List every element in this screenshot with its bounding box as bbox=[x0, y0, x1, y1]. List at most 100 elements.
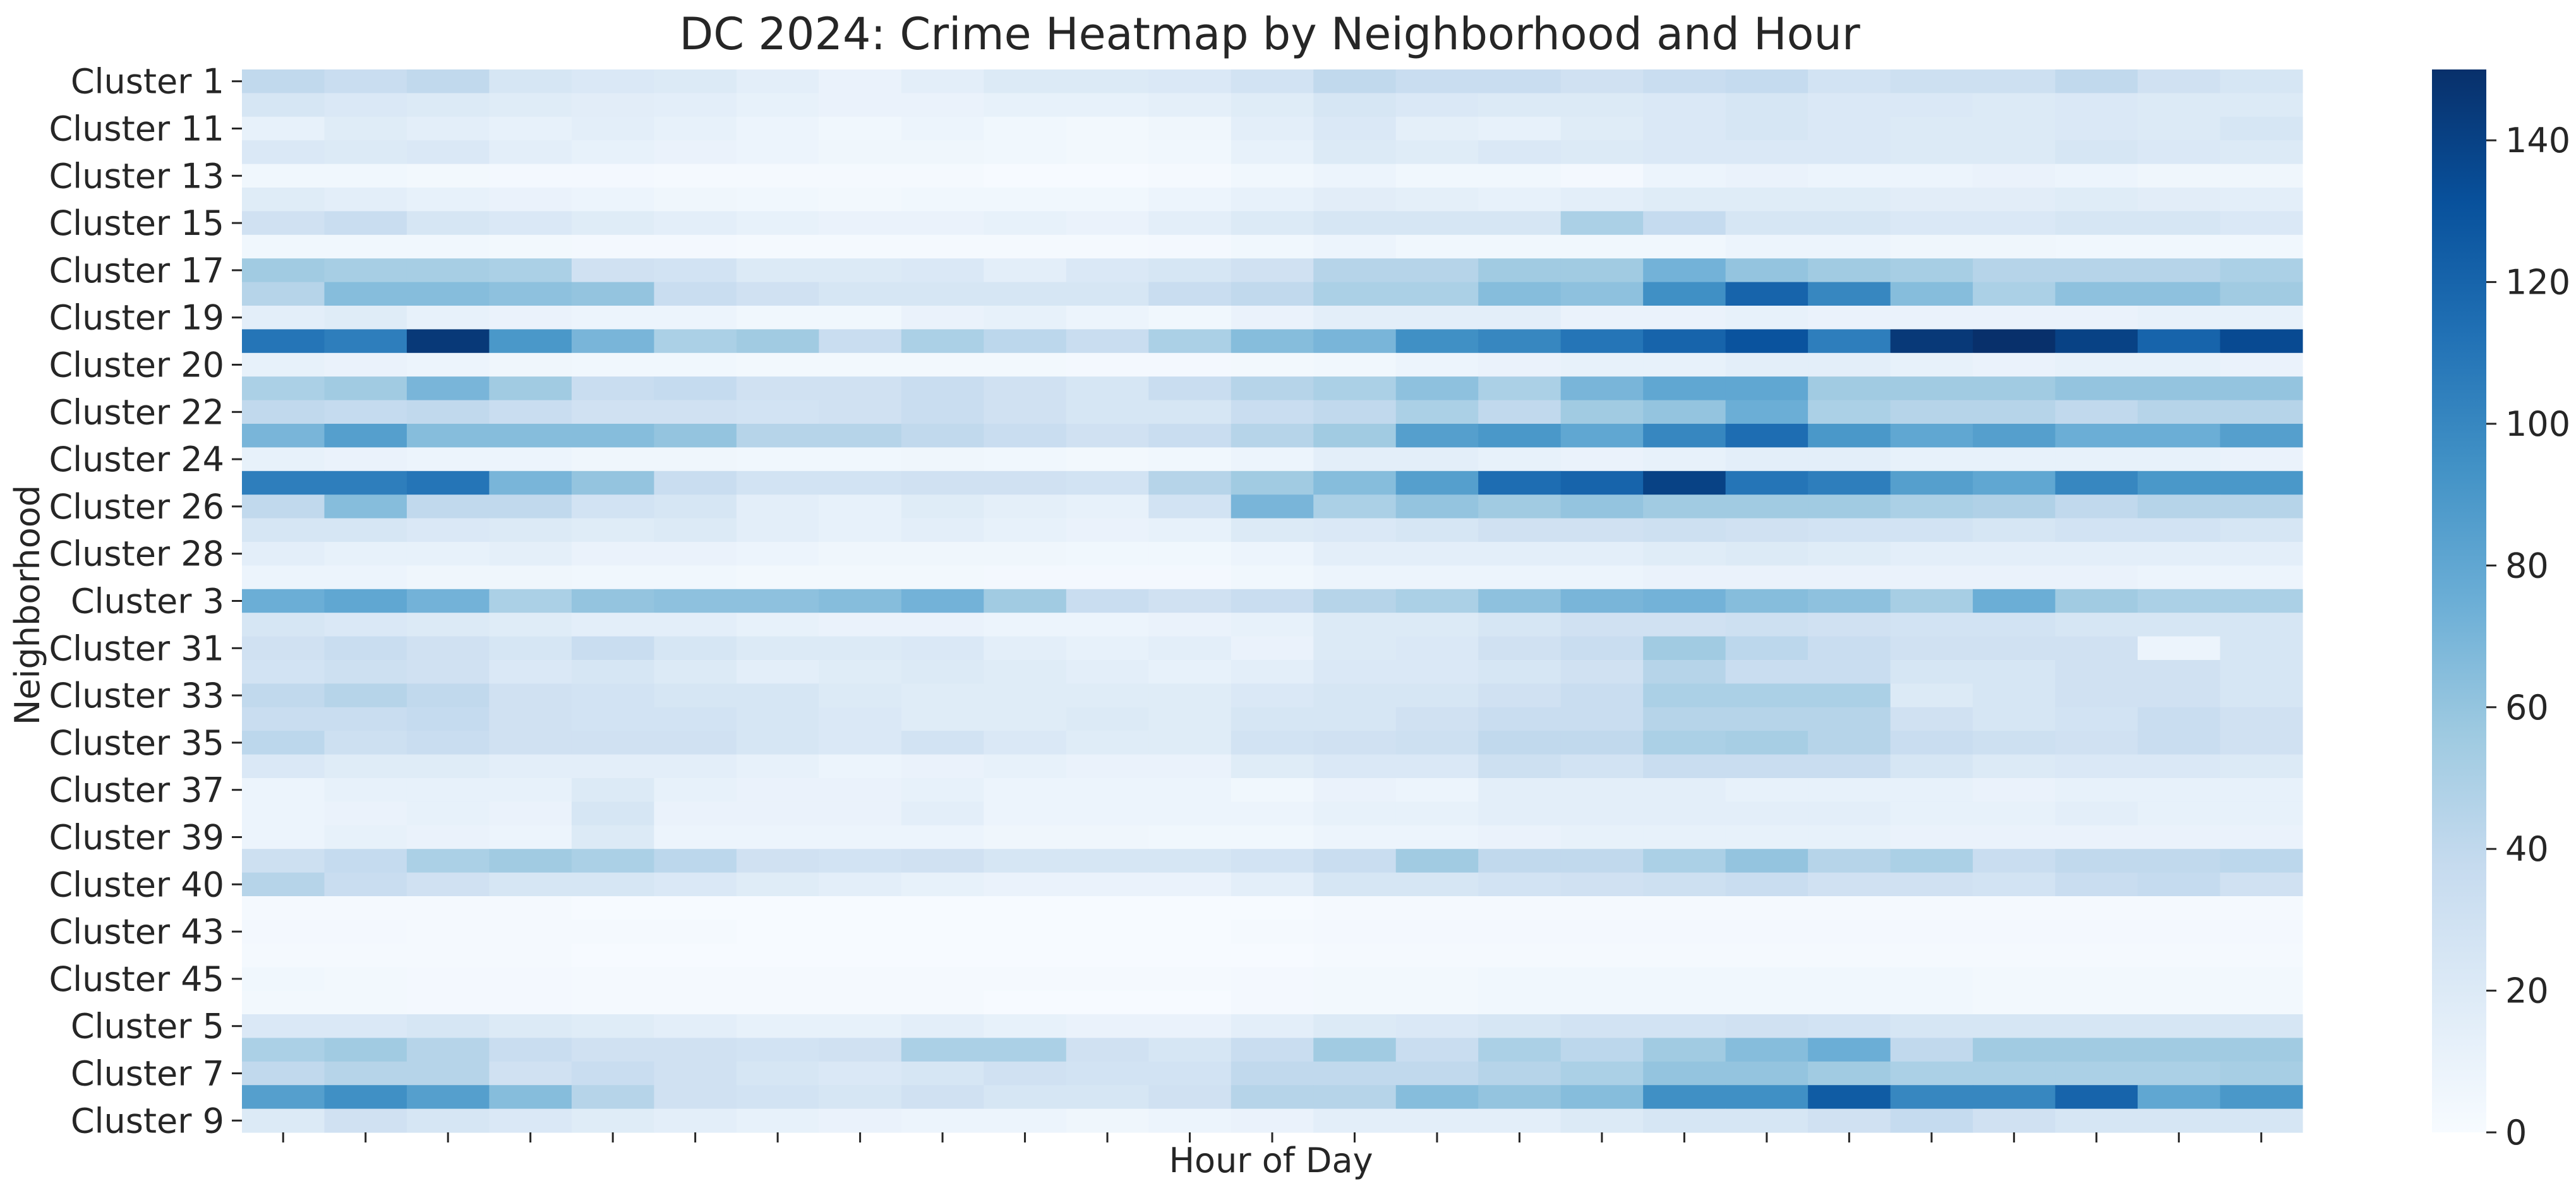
heatmap-cell bbox=[2138, 495, 2221, 519]
heatmap-cell bbox=[2220, 849, 2303, 873]
heatmap-cell bbox=[1313, 400, 1397, 424]
heatmap-cell bbox=[1725, 352, 1809, 377]
heatmap-cell bbox=[324, 140, 407, 165]
heatmap-cell bbox=[1066, 589, 1149, 613]
heatmap-cell bbox=[819, 825, 902, 849]
heatmap-cell bbox=[1231, 967, 1314, 992]
heatmap-cell bbox=[242, 116, 325, 141]
heatmap-cell bbox=[819, 613, 902, 637]
heatmap-cell bbox=[984, 140, 1067, 165]
heatmap-cell bbox=[1560, 613, 1644, 637]
heatmap-cell bbox=[1725, 613, 1809, 637]
heatmap-cell bbox=[324, 518, 407, 543]
heatmap-cell bbox=[1148, 754, 1232, 779]
heatmap-cell bbox=[1478, 707, 1562, 731]
heatmap-cell bbox=[1313, 352, 1397, 377]
heatmap-cell bbox=[1890, 1014, 1973, 1038]
heatmap-cell bbox=[1890, 211, 1973, 236]
heatmap-cell bbox=[324, 990, 407, 1015]
heatmap-cell bbox=[1313, 990, 1397, 1015]
heatmap-cell bbox=[1066, 565, 1149, 590]
heatmap-cell bbox=[1808, 400, 1891, 424]
heatmap-cell bbox=[324, 282, 407, 306]
heatmap-cell bbox=[2055, 589, 2138, 613]
heatmap-cell bbox=[1313, 636, 1397, 661]
heatmap-cell bbox=[1725, 1108, 1809, 1133]
heatmap-cell bbox=[654, 778, 737, 802]
heatmap-cell bbox=[901, 754, 984, 779]
heatmap-cell bbox=[1395, 518, 1479, 543]
heatmap-cell bbox=[736, 683, 819, 708]
heatmap-cell bbox=[1395, 495, 1479, 519]
heatmap-cell bbox=[406, 565, 490, 590]
heatmap-cell bbox=[2055, 376, 2138, 401]
heatmap-cell bbox=[571, 872, 654, 897]
heatmap-cell bbox=[1973, 188, 2056, 212]
heatmap-cell bbox=[1313, 660, 1397, 684]
heatmap-cell bbox=[571, 1061, 654, 1086]
heatmap-cell bbox=[1808, 471, 1891, 495]
heatmap-cell bbox=[324, 234, 407, 259]
heatmap-cell bbox=[1148, 589, 1232, 613]
heatmap-cell bbox=[1395, 896, 1479, 920]
heatmap-cell bbox=[984, 1085, 1067, 1110]
heatmap-cell bbox=[571, 707, 654, 731]
y-axis-label: Neighborhood bbox=[8, 485, 47, 725]
heatmap-cell bbox=[1148, 188, 1232, 212]
heatmap-cell bbox=[1231, 447, 1314, 472]
heatmap-cell bbox=[1313, 896, 1397, 920]
heatmap-cell bbox=[1478, 683, 1562, 708]
heatmap-cell bbox=[1973, 872, 2056, 897]
heatmap-cell bbox=[1148, 1108, 1232, 1133]
heatmap-cell bbox=[1973, 400, 2056, 424]
heatmap-cell bbox=[1066, 69, 1149, 93]
heatmap-cell bbox=[406, 754, 490, 779]
heatmap-cell bbox=[2220, 352, 2303, 377]
heatmap-cell bbox=[901, 234, 984, 259]
heatmap-cell bbox=[1231, 471, 1314, 495]
heatmap-cell bbox=[1725, 872, 1809, 897]
heatmap-cell bbox=[1725, 376, 1809, 401]
heatmap-cell bbox=[1808, 329, 1891, 354]
heatmap-cell bbox=[1725, 896, 1809, 920]
heatmap-cell bbox=[1890, 352, 1973, 377]
heatmap-cell bbox=[2138, 990, 2221, 1015]
heatmap-cell bbox=[2220, 1014, 2303, 1038]
heatmap-cell bbox=[1148, 872, 1232, 897]
heatmap-cell bbox=[1890, 683, 1973, 708]
heatmap-cell bbox=[1808, 589, 1891, 613]
heatmap-cell bbox=[1478, 376, 1562, 401]
heatmap-cell bbox=[2220, 282, 2303, 306]
heatmap-cell bbox=[1560, 1061, 1644, 1086]
heatmap-cell bbox=[571, 1038, 654, 1062]
heatmap-cell bbox=[406, 69, 490, 93]
heatmap-cell bbox=[1890, 188, 1973, 212]
heatmap-cell bbox=[1725, 258, 1809, 283]
heatmap-cell bbox=[1313, 1038, 1397, 1062]
heatmap-cell bbox=[1560, 329, 1644, 354]
heatmap-cell bbox=[1643, 282, 1726, 306]
heatmap-cell bbox=[1725, 1038, 1809, 1062]
heatmap-cell bbox=[2138, 896, 2221, 920]
heatmap-cell bbox=[736, 896, 819, 920]
heatmap-cell bbox=[324, 471, 407, 495]
heatmap-cell bbox=[1148, 495, 1232, 519]
heatmap-cell bbox=[901, 93, 984, 117]
heatmap-cell bbox=[984, 920, 1067, 944]
heatmap-cell bbox=[2138, 518, 2221, 543]
heatmap-cell bbox=[654, 920, 737, 944]
heatmap-cell bbox=[406, 495, 490, 519]
heatmap-cell bbox=[1808, 282, 1891, 306]
heatmap-cell bbox=[489, 825, 572, 849]
heatmap-cell bbox=[1478, 990, 1562, 1015]
heatmap-cell bbox=[324, 1108, 407, 1133]
heatmap-cell bbox=[1066, 164, 1149, 188]
heatmap-cell bbox=[984, 849, 1067, 873]
heatmap-cell bbox=[901, 447, 984, 472]
heatmap-cell bbox=[654, 471, 737, 495]
heatmap-cell bbox=[984, 93, 1067, 117]
heatmap-cell bbox=[406, 424, 490, 448]
heatmap-cell bbox=[2055, 731, 2138, 755]
heatmap-cell bbox=[1395, 1108, 1479, 1133]
